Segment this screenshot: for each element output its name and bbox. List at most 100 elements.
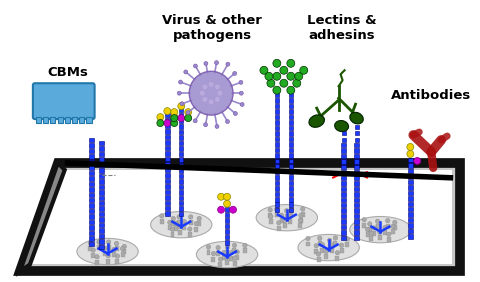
Bar — [165, 146, 169, 150]
Bar — [165, 124, 169, 128]
Circle shape — [223, 200, 230, 207]
Bar — [43, 117, 48, 123]
Bar — [99, 212, 104, 217]
Circle shape — [279, 66, 287, 74]
Circle shape — [406, 144, 413, 151]
Bar — [341, 192, 345, 197]
Bar — [89, 143, 94, 148]
Bar — [58, 117, 62, 123]
Bar — [341, 165, 345, 169]
Bar — [300, 212, 304, 217]
Circle shape — [122, 244, 126, 249]
Bar — [179, 141, 183, 145]
Bar — [89, 193, 94, 197]
Circle shape — [215, 85, 219, 89]
Bar — [165, 151, 169, 156]
Circle shape — [294, 72, 302, 80]
Circle shape — [317, 236, 321, 241]
Bar — [122, 249, 126, 254]
Bar — [354, 143, 358, 147]
Bar — [313, 249, 318, 254]
Circle shape — [106, 254, 110, 258]
Circle shape — [367, 222, 371, 226]
Bar — [354, 176, 358, 180]
Circle shape — [272, 86, 280, 94]
Bar — [341, 125, 345, 129]
Circle shape — [170, 120, 178, 127]
Circle shape — [279, 213, 283, 217]
Bar — [99, 195, 104, 200]
Circle shape — [170, 109, 178, 116]
Bar — [274, 208, 278, 212]
Bar — [288, 120, 292, 125]
Bar — [385, 224, 389, 229]
Bar — [407, 169, 412, 173]
Bar — [392, 225, 396, 230]
Bar — [341, 154, 345, 158]
Bar — [407, 158, 412, 162]
Bar — [288, 208, 292, 212]
Bar — [407, 202, 412, 206]
Circle shape — [232, 71, 236, 76]
Bar — [288, 170, 292, 174]
Bar — [99, 174, 104, 178]
Bar — [99, 152, 104, 156]
Bar — [188, 220, 192, 225]
Bar — [354, 159, 358, 164]
Text: Lectins &
adhesins: Lectins & adhesins — [306, 14, 376, 43]
Bar — [335, 256, 339, 261]
Circle shape — [208, 100, 213, 104]
Circle shape — [390, 224, 395, 228]
Bar — [194, 227, 198, 232]
Circle shape — [178, 114, 184, 122]
Circle shape — [368, 231, 373, 235]
Circle shape — [345, 237, 349, 241]
Bar — [341, 187, 345, 191]
Bar — [165, 195, 169, 199]
Bar — [89, 171, 94, 175]
Bar — [179, 119, 183, 123]
Bar — [99, 168, 104, 173]
Circle shape — [286, 59, 294, 67]
Bar — [274, 170, 278, 174]
Bar — [99, 245, 104, 249]
Bar — [36, 117, 41, 123]
Bar — [288, 153, 292, 158]
Circle shape — [316, 252, 320, 256]
Bar — [89, 198, 94, 202]
Circle shape — [180, 102, 184, 106]
Bar — [361, 223, 365, 228]
Bar — [89, 220, 94, 224]
Bar — [89, 154, 94, 159]
Bar — [165, 129, 169, 134]
Bar — [179, 163, 183, 167]
Bar — [341, 131, 345, 135]
Bar — [179, 108, 183, 112]
Bar — [228, 256, 232, 261]
Bar — [354, 197, 358, 202]
Circle shape — [211, 251, 215, 256]
Bar — [274, 115, 278, 119]
Bar — [407, 207, 412, 212]
Circle shape — [377, 230, 381, 234]
Circle shape — [274, 207, 278, 212]
Circle shape — [386, 232, 390, 236]
Bar — [354, 214, 358, 219]
Circle shape — [233, 112, 237, 116]
Bar — [274, 148, 278, 152]
Bar — [99, 146, 104, 151]
Bar — [112, 252, 116, 257]
Bar — [165, 184, 169, 189]
Bar — [341, 230, 345, 235]
Bar — [165, 113, 169, 117]
Bar — [288, 186, 292, 191]
Circle shape — [202, 97, 207, 102]
Bar — [341, 208, 345, 213]
Circle shape — [178, 103, 184, 110]
Bar — [274, 137, 278, 141]
Bar — [179, 185, 183, 189]
Circle shape — [313, 244, 318, 248]
Circle shape — [286, 72, 294, 80]
Circle shape — [88, 241, 92, 245]
Bar — [165, 173, 169, 178]
